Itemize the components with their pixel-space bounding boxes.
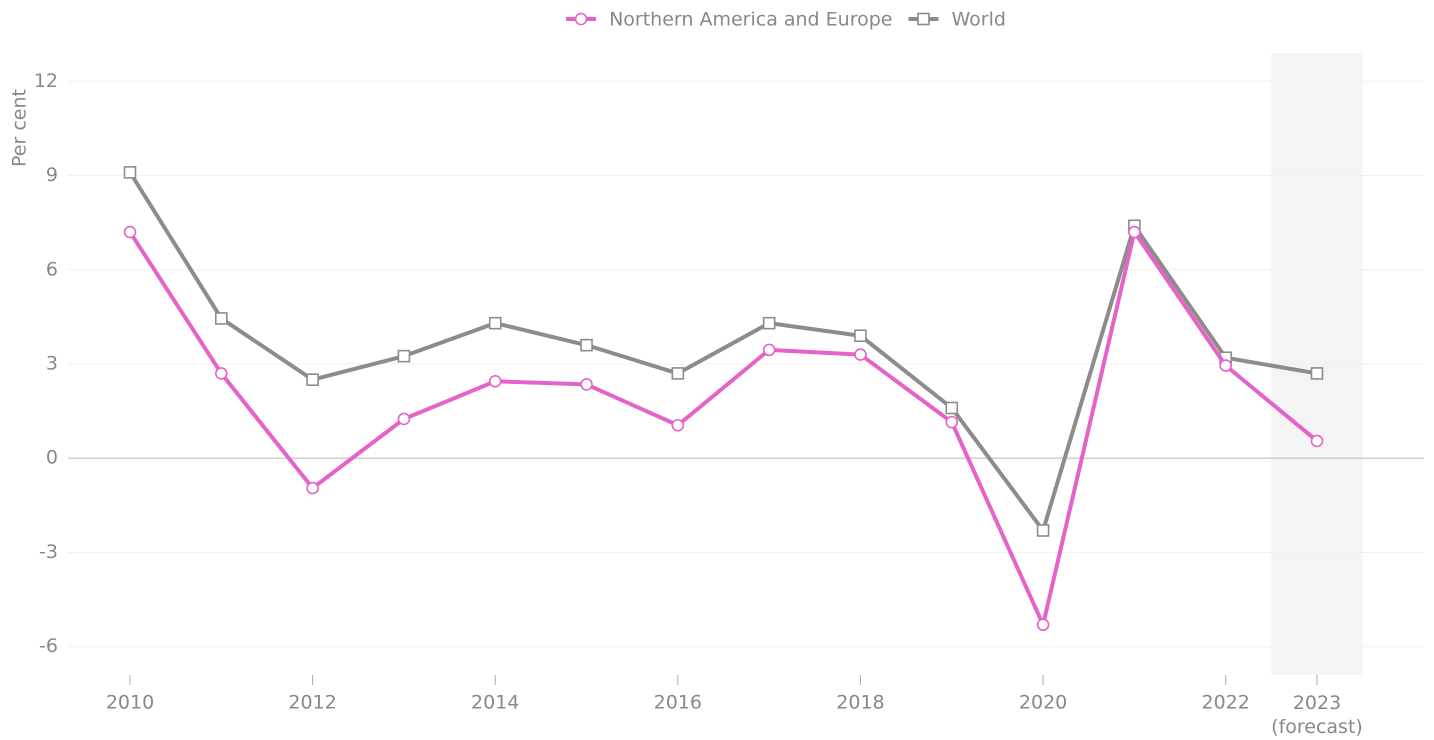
y-tick-label: -3 (39, 541, 58, 563)
data-point (1128, 225, 1141, 239)
legend-marker (574, 12, 588, 26)
x-tick-label: 2020 (1019, 692, 1067, 714)
y-tick-label: 6 (46, 258, 58, 280)
data-point (945, 401, 959, 415)
data-point (488, 374, 502, 388)
legend-marker (917, 12, 930, 26)
legend-label: World (951, 9, 1005, 31)
data-point (762, 343, 776, 357)
data-point (1219, 359, 1232, 372)
data-point (123, 166, 137, 179)
data-point (580, 378, 593, 391)
data-point (1310, 434, 1324, 448)
data-point (762, 316, 776, 330)
data-point (306, 373, 319, 387)
data-point (1036, 524, 1050, 537)
data-point (1310, 367, 1324, 380)
x-tick-label: 2018 (836, 692, 884, 714)
data-point (397, 349, 411, 363)
x-tick-label: 2023 (forecast) (1271, 692, 1363, 738)
y-tick-label: 0 (46, 447, 58, 469)
y-axis-label: Per cent (9, 89, 31, 167)
data-point (671, 418, 685, 432)
data-point (397, 412, 411, 426)
data-point (123, 225, 137, 239)
data-point (854, 329, 867, 343)
y-tick-label: 3 (46, 353, 58, 375)
x-tick-label: 2016 (654, 692, 702, 714)
x-tick-label: 2014 (471, 692, 519, 714)
x-tick-label: 2012 (288, 692, 336, 714)
data-point (306, 481, 319, 495)
data-point (945, 415, 959, 429)
data-point (215, 367, 228, 380)
data-point (1036, 618, 1050, 632)
x-tick-label: 2010 (106, 692, 154, 714)
data-point (215, 312, 228, 325)
data-point (671, 367, 685, 380)
y-tick-label: 12 (34, 70, 58, 92)
data-point (580, 338, 593, 352)
series-line (128, 230, 1319, 627)
y-tick-label: 9 (46, 164, 58, 186)
x-tick-label: 2022 (1202, 692, 1250, 714)
data-point (854, 348, 867, 361)
legend-label: Northern America and Europe (609, 9, 892, 31)
data-point (488, 316, 502, 330)
series-line (128, 171, 1318, 533)
legend: Northern America and Europe World (566, 9, 1006, 31)
y-tick-label: -6 (39, 635, 58, 657)
